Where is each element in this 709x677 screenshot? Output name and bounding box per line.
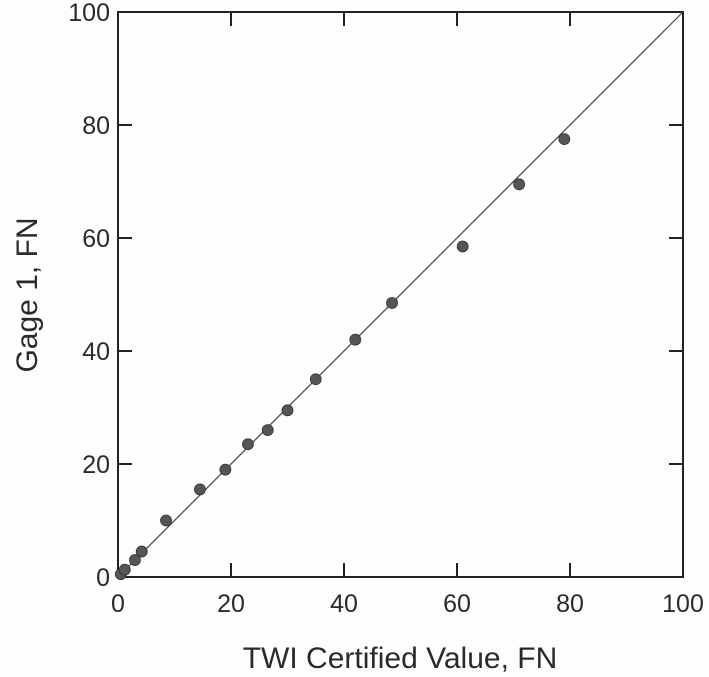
data-point: [194, 483, 206, 496]
data-point: [558, 133, 571, 146]
data-point: [219, 463, 232, 476]
y-axis-title: Gage 1, FN: [11, 217, 44, 372]
y-tick-label: 100: [68, 0, 110, 27]
y-tick-label: 0: [96, 564, 110, 592]
x-tick-label: 60: [443, 590, 471, 618]
data-point: [135, 545, 148, 558]
plot-frame: [117, 11, 684, 578]
reference-line: [117, 11, 684, 578]
data-point: [386, 297, 398, 309]
data-point: [160, 514, 172, 527]
data-point: [309, 373, 322, 386]
x-tick-label: 80: [556, 590, 584, 618]
data-point: [349, 333, 362, 346]
x-tick-label: 20: [217, 590, 245, 618]
x-axis-title: TWI Certified Value, FN: [243, 642, 558, 675]
data-point: [513, 178, 526, 191]
x-tick-label: 100: [662, 590, 704, 618]
y-tick-label: 60: [82, 225, 110, 253]
y-tick-label: 40: [82, 338, 110, 366]
data-point: [242, 438, 254, 451]
data-point: [129, 554, 141, 566]
x-tick-label: 0: [111, 590, 125, 618]
data-point: [456, 240, 469, 253]
data-point: [261, 424, 274, 437]
y-tick-label: 20: [82, 451, 110, 479]
data-point: [281, 404, 294, 417]
data-points: [114, 133, 571, 581]
y-tick-label: 80: [82, 112, 110, 140]
tick-labels: 0 20 40 60 80 100 0 20 40 60 80 100: [68, 0, 704, 618]
data-point: [118, 563, 131, 576]
x-tick-label: 40: [330, 590, 358, 618]
